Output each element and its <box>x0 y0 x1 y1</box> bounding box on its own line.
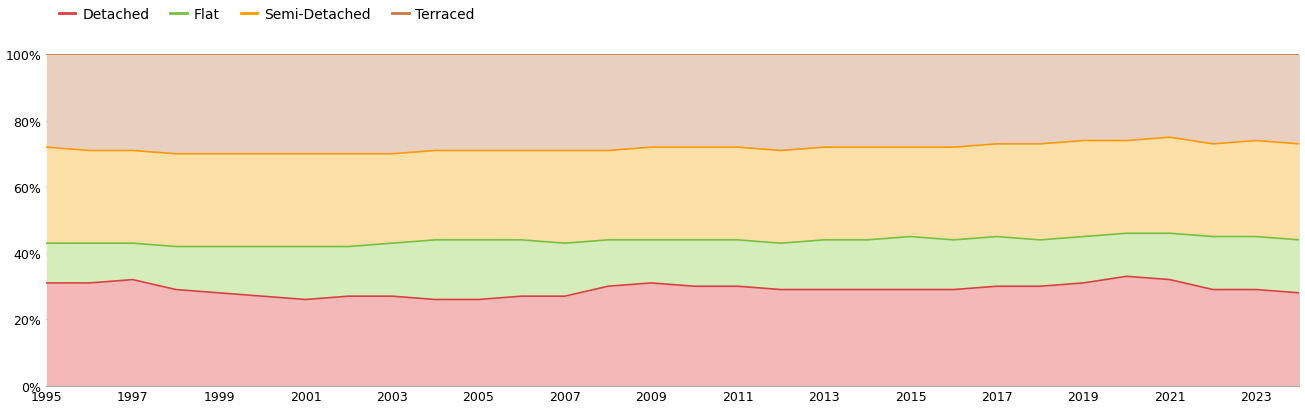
Legend: Detached, Flat, Semi-Detached, Terraced: Detached, Flat, Semi-Detached, Terraced <box>54 3 480 28</box>
